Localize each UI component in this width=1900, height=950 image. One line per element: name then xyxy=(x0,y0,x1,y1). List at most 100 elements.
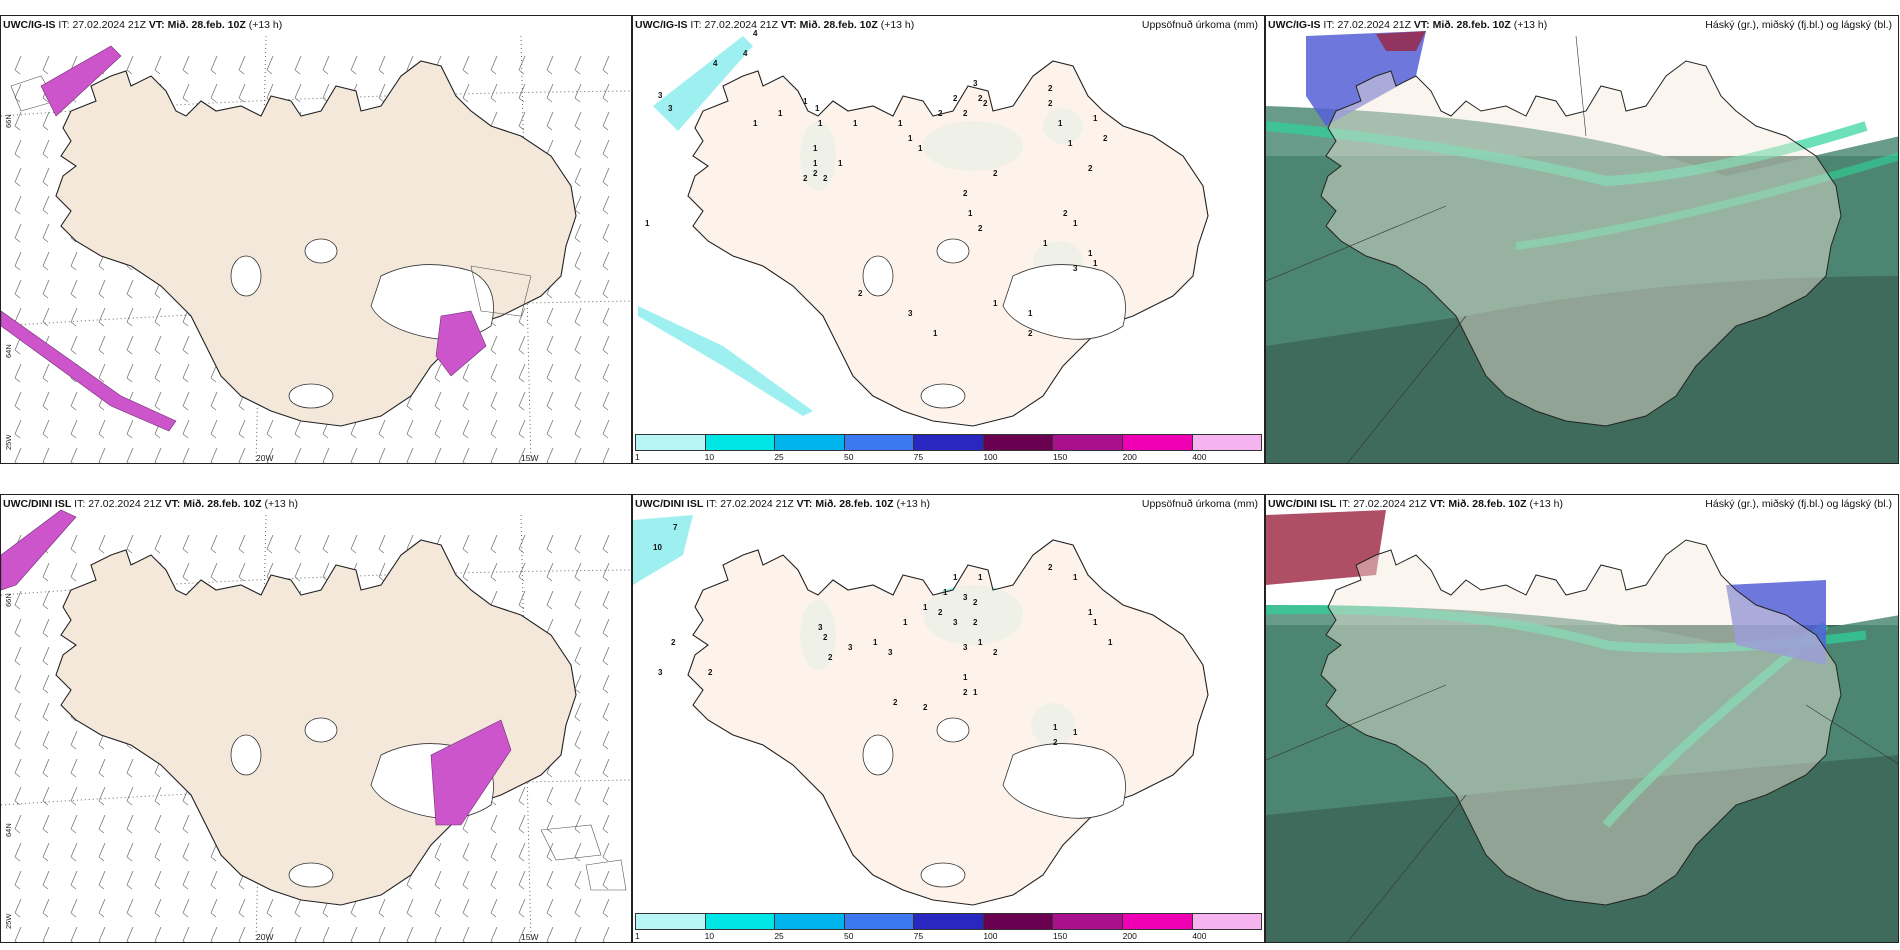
wind-barb-flag xyxy=(154,405,161,411)
wind-barb-flag xyxy=(42,632,49,638)
wind-barb-flag xyxy=(14,405,21,411)
wind-barb xyxy=(546,870,554,886)
wind-barb xyxy=(462,83,470,99)
wind-barb xyxy=(126,55,134,71)
wind-barb-flag xyxy=(42,660,49,666)
precip-value-label: 2 xyxy=(993,169,998,178)
wind-barb-flag xyxy=(14,800,21,806)
wind-barb-flag xyxy=(210,548,217,554)
lat-label-64n: 64N xyxy=(4,823,13,837)
wind-barb-flag xyxy=(42,576,49,582)
wind-barb xyxy=(266,83,274,99)
wind-barb-flag xyxy=(574,237,581,243)
wind-barb xyxy=(14,391,22,407)
wind-barb xyxy=(602,447,610,463)
wind-barb-flag xyxy=(602,461,605,463)
precip-value-label: 2 xyxy=(813,169,818,178)
wind-barb-flag xyxy=(182,461,185,463)
wind-barb-flag xyxy=(574,828,581,834)
wind-barb xyxy=(490,534,498,550)
wind-barb xyxy=(462,391,470,407)
wind-barb-flag xyxy=(518,321,525,327)
wind-barb xyxy=(154,55,162,71)
wind-barb xyxy=(602,534,610,550)
wind-barb-flag xyxy=(126,265,133,271)
wind-barb-flag xyxy=(182,940,185,942)
wind-barb xyxy=(602,363,610,379)
precip-value-label: 1 xyxy=(993,299,998,308)
wind-barb-flag xyxy=(406,940,409,942)
wind-barb-flag xyxy=(462,433,469,439)
wind-barb xyxy=(518,335,526,351)
wind-barb xyxy=(42,167,50,183)
wind-barb-flag xyxy=(322,548,329,554)
wind-barb xyxy=(462,842,470,858)
wind-barb xyxy=(462,363,470,379)
wind-barb-flag xyxy=(434,856,441,862)
wind-barb xyxy=(546,363,554,379)
wind-barb-flag xyxy=(182,884,189,890)
wind-barb xyxy=(154,391,162,407)
wind-barb xyxy=(574,646,582,662)
wind-barb xyxy=(490,55,498,71)
precip-value-label: 2 xyxy=(963,109,968,118)
wind-barb xyxy=(434,870,442,886)
wind-barb xyxy=(126,898,134,914)
wind-barb-flag xyxy=(42,940,45,942)
wind-barb-flag xyxy=(602,181,609,187)
wind-barb xyxy=(602,590,610,606)
wind-barb xyxy=(574,419,582,435)
wind-barb-flag xyxy=(434,912,441,918)
wind-barb-flag xyxy=(70,321,77,327)
lon-label-15w: 15W xyxy=(521,453,539,463)
precip-value-label: 2 xyxy=(973,598,978,607)
wind-barb xyxy=(182,419,190,435)
wind-barb xyxy=(546,590,554,606)
precip-value-label: 2 xyxy=(938,608,943,617)
wind-barb xyxy=(98,534,106,550)
wind-barb xyxy=(14,111,22,127)
colorbar-tick-label: 100 xyxy=(983,931,998,941)
precip-value-label: 1 xyxy=(923,603,928,612)
wind-barb xyxy=(42,195,50,211)
wind-barb xyxy=(574,842,582,858)
colorbar-segment xyxy=(844,435,915,450)
wind-barb xyxy=(546,139,554,155)
wind-barb xyxy=(462,419,470,435)
colorbar-segment xyxy=(914,435,984,450)
wind-barb xyxy=(14,167,22,183)
lat-label-25w: 25W xyxy=(4,913,13,929)
wind-barb xyxy=(546,842,554,858)
wind-barb xyxy=(518,814,526,830)
wind-barb-flag xyxy=(490,912,497,918)
wind-barb xyxy=(98,870,106,886)
wind-barb xyxy=(42,618,50,634)
wind-barb-flag xyxy=(574,548,581,554)
wind-barb xyxy=(210,562,218,578)
wind-barb-flag xyxy=(70,237,77,243)
precip-map-panel-igis: UWC/IG-IS IT: 27.02.2024 21Z VT: Mið. 28… xyxy=(632,15,1265,464)
wind-barb xyxy=(574,251,582,267)
wind-barb-flag xyxy=(98,856,105,862)
wind-barb xyxy=(42,562,50,578)
wind-barb xyxy=(154,363,162,379)
wind-barb xyxy=(518,870,526,886)
wind-barb-flag xyxy=(42,744,49,750)
wind-barb-flag xyxy=(574,604,581,610)
wind-barb xyxy=(126,842,134,858)
wind-barb xyxy=(98,898,106,914)
wind-barb-flag xyxy=(574,433,581,439)
wind-barb xyxy=(546,814,554,830)
wind-barb xyxy=(518,391,526,407)
wind-barb xyxy=(182,814,190,830)
wind-barb-flag xyxy=(574,688,581,694)
wind-barb xyxy=(126,870,134,886)
precip-value-label: 4 xyxy=(713,59,718,68)
wind-barb xyxy=(574,730,582,746)
precip-map-header: UWC/IG-IS IT: 27.02.2024 21Z VT: Mið. 28… xyxy=(635,19,915,31)
colorbar-tick-label: 50 xyxy=(844,931,854,941)
wind-barb xyxy=(490,814,498,830)
wind-barb-flag xyxy=(14,940,17,942)
wind-barb-flag xyxy=(434,884,441,890)
